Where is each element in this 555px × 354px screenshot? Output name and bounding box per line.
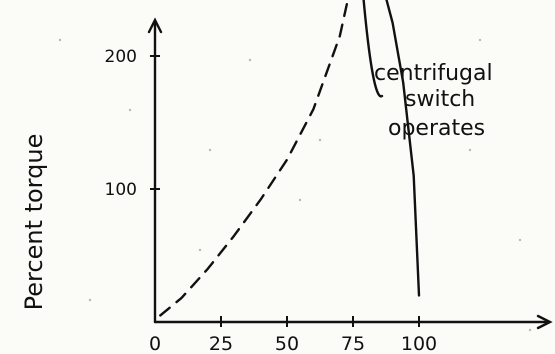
x-tick-label: 50 bbox=[275, 333, 299, 354]
paper-speck bbox=[129, 109, 131, 111]
paper-speck bbox=[319, 139, 321, 141]
paper-speck bbox=[89, 299, 91, 301]
y-tick-label: 100 bbox=[105, 180, 137, 200]
x-tick-label: 100 bbox=[401, 333, 437, 354]
paper-speck bbox=[469, 149, 471, 151]
paper-speck bbox=[209, 149, 211, 151]
paper-speck bbox=[199, 249, 201, 251]
dashed-torque-curve bbox=[160, 0, 353, 315]
annotation-text-line: centrifugal bbox=[374, 61, 493, 86]
paper-speck bbox=[529, 329, 531, 331]
x-tick-label: 25 bbox=[209, 333, 233, 354]
paper-speck bbox=[479, 39, 481, 41]
annotation-text-line: operates bbox=[388, 116, 485, 141]
y-tick-label: 200 bbox=[105, 47, 137, 67]
paper-speck bbox=[519, 239, 521, 241]
x-tick-label: 75 bbox=[341, 333, 365, 354]
y-axis-label: Percent torque bbox=[20, 134, 48, 311]
paper-speck bbox=[299, 199, 301, 201]
y-axis-ticks: 100200300 bbox=[105, 0, 160, 200]
paper-speck bbox=[59, 39, 61, 41]
series-group bbox=[155, 0, 419, 315]
annotation-text-line: switch bbox=[405, 87, 475, 112]
paper-speck bbox=[249, 59, 251, 61]
x-tick-label: 0 bbox=[149, 333, 161, 354]
solid-torque-curve bbox=[155, 0, 419, 295]
